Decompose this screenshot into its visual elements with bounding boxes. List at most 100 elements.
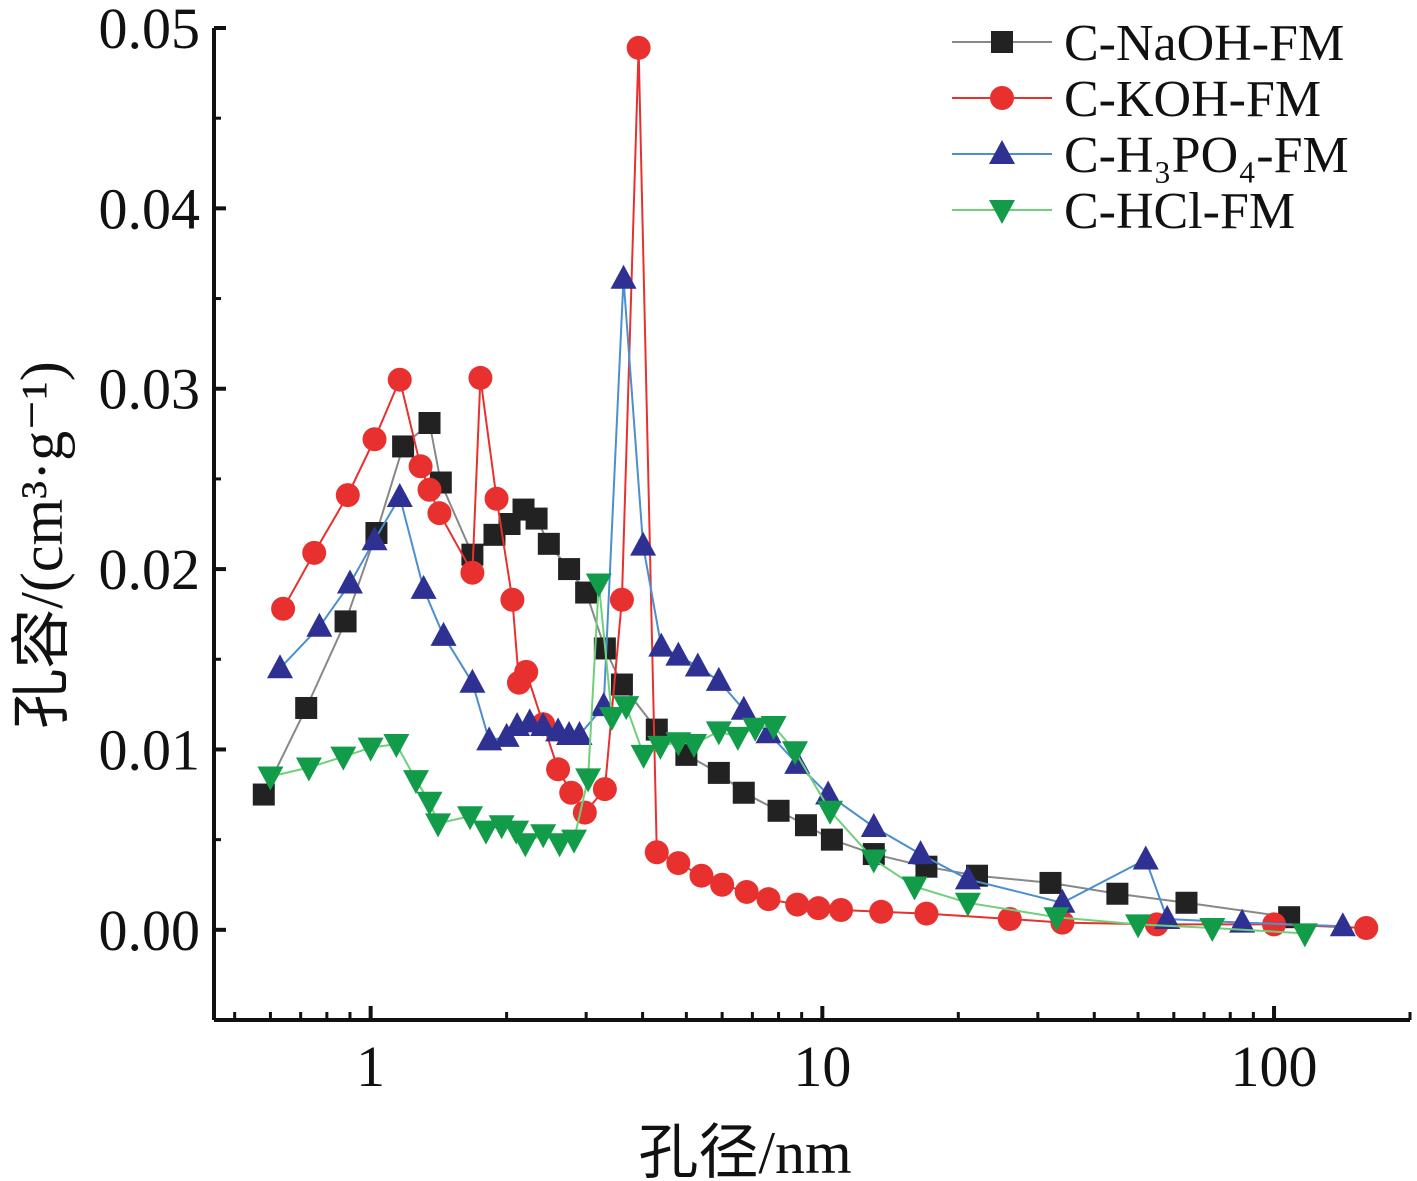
data-point (530, 712, 557, 737)
data-point (644, 840, 669, 865)
data-point (460, 560, 485, 585)
x-tick-label: 10 (793, 1034, 851, 1099)
data-point (357, 737, 384, 762)
data-point (575, 768, 602, 793)
data-point (271, 596, 296, 621)
data-point (361, 526, 388, 551)
data-point (335, 483, 360, 508)
data-point (609, 587, 634, 612)
data-point (410, 574, 437, 599)
data-point (484, 486, 509, 511)
data-point (468, 365, 493, 390)
data-point (459, 668, 486, 693)
data-point (760, 716, 787, 741)
data-point (387, 367, 412, 392)
legend-marker (990, 86, 1014, 110)
data-point (665, 641, 692, 666)
data-point (742, 717, 769, 742)
legend: C-NaOH-FMC-KOH-FMC-H₃PO₄-FMC-HCl-FM (952, 15, 1349, 240)
data-point (1125, 914, 1152, 939)
data-point (1132, 845, 1159, 870)
data-point (710, 872, 735, 897)
legend-item: C-NaOH-FM (952, 15, 1344, 72)
data-point (302, 540, 327, 565)
data-point (907, 840, 934, 865)
axes: 0.00 0.01 0.02 0.03 0.04 0.05 1 10 100 (99, 0, 1412, 1099)
data-point (997, 906, 1022, 931)
data-point (503, 820, 530, 845)
legend-label: C-H₃PO₄-FM (1064, 127, 1349, 184)
data-point (546, 833, 573, 858)
data-point (514, 659, 539, 684)
data-point (707, 761, 730, 784)
data-point (386, 482, 413, 507)
data-point (558, 558, 581, 581)
data-point (418, 411, 441, 434)
data-point (613, 696, 640, 721)
data-point (1354, 916, 1379, 941)
x-tick-label: 1 (356, 1034, 385, 1099)
data-point (860, 849, 887, 874)
legend-label: C-NaOH-FM (1064, 15, 1344, 72)
data-point (610, 673, 633, 696)
data-point (648, 632, 675, 657)
plot-area (252, 35, 1379, 948)
data-point (334, 610, 357, 633)
data-point (425, 813, 452, 838)
data-point (817, 800, 844, 825)
data-point (566, 721, 593, 746)
data-point (1329, 912, 1356, 937)
data-point (626, 35, 651, 60)
legend-item: C-KOH-FM (952, 71, 1321, 128)
data-point (645, 718, 668, 741)
data-point (954, 892, 981, 917)
data-point (647, 735, 674, 760)
data-point (402, 770, 429, 795)
data-point (666, 851, 691, 876)
series-4 (257, 573, 1318, 948)
data-point (1049, 888, 1076, 913)
data-point (295, 757, 322, 782)
y-tick-label: 0.05 (99, 0, 201, 61)
x-axis-label: 孔径/nm (638, 1120, 851, 1181)
y-tick-label: 0.03 (99, 357, 201, 422)
data-point (732, 781, 755, 804)
data-point (1199, 918, 1226, 943)
data-point (782, 741, 809, 766)
data-point (336, 569, 363, 594)
data-point (512, 833, 539, 858)
data-point (427, 501, 452, 526)
data-point (689, 863, 714, 888)
data-point (546, 757, 571, 782)
data-point (1154, 904, 1181, 929)
x-tick-label: 100 (1231, 1034, 1318, 1099)
data-point (1229, 908, 1256, 933)
data-point (820, 828, 843, 851)
data-point (392, 435, 415, 458)
legend-label: C-HCl-FM (1064, 183, 1295, 240)
data-point (705, 666, 732, 691)
data-point (267, 654, 294, 679)
y-tick-label: 0.04 (99, 176, 201, 241)
data-point (1039, 871, 1062, 894)
data-point (457, 806, 484, 831)
data-point (472, 820, 499, 845)
data-point (252, 783, 275, 806)
data-point (295, 696, 318, 719)
data-point (724, 726, 751, 751)
data-point (330, 746, 357, 771)
data-point (598, 706, 625, 731)
data-point (530, 824, 557, 849)
data-point (257, 766, 284, 791)
data-point (525, 507, 548, 530)
data-point (408, 454, 433, 479)
data-point (806, 896, 831, 921)
y-tick-label: 0.02 (99, 537, 201, 602)
data-point (572, 800, 597, 825)
data-point (585, 573, 612, 598)
y-tick-label: 0.00 (99, 898, 201, 963)
data-point (362, 427, 387, 452)
legend-marker (989, 200, 1015, 224)
legend-item: C-HCl-FM (952, 183, 1295, 240)
